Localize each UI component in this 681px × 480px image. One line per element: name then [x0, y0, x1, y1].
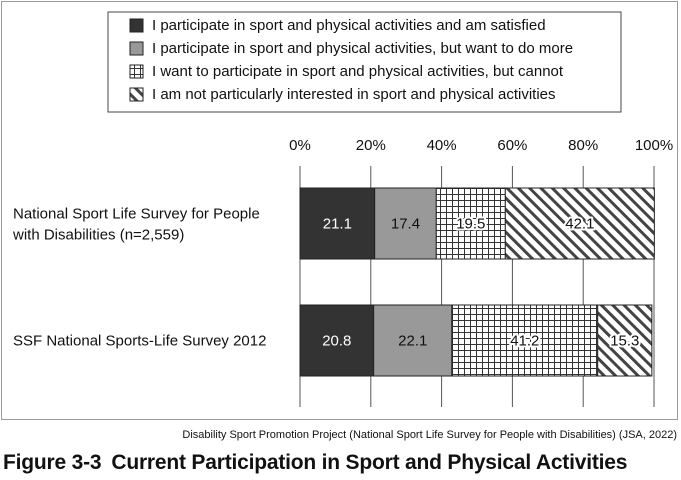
value-label-1-1: 21.1: [323, 216, 352, 233]
value-label-halo-1-3: 19.5: [456, 216, 485, 233]
value-label-2-3: 41.2: [510, 333, 539, 350]
bar-segment-2-3: [451, 304, 599, 377]
tick-label-3: 60%: [497, 137, 527, 154]
category-labels: National Sport Life Survey for People wit…: [12, 206, 266, 350]
stacked-bar-chart: I participate in sport and physical acti…: [12, 11, 673, 407]
bar-segment-2-4: [597, 304, 653, 377]
figure-title: Current Participation in Sport and Physi…: [111, 451, 628, 474]
chart-frame: I participate in sport and physical acti…: [1, 1, 678, 420]
value-label-2-2: 22.1: [398, 333, 427, 350]
bar-segment-1-4: [504, 187, 655, 260]
legend-label-3: I want to participate in sport and physi…: [152, 63, 564, 80]
legend-label-1: I participate in sport and physical acti…: [152, 17, 546, 34]
value-label-halo-2-4: 15.3: [610, 333, 639, 350]
bars: [299, 187, 655, 377]
legend-box: [107, 11, 622, 113]
bar-segment-1-3: [435, 187, 506, 260]
legend-label-4: I am not particularly interested in spor…: [152, 86, 556, 103]
tick-label-2: 40%: [427, 137, 457, 154]
legend-label-2: I participate in sport and physical acti…: [152, 40, 573, 57]
value-label-1-3: 19.5: [456, 216, 485, 233]
axis-ticks: 0% 20% 40% 60% 80% 100%: [289, 137, 673, 154]
legend-swatch-2: [129, 41, 144, 56]
value-label-2-1: 20.8: [322, 333, 351, 350]
tick-label-5: 100%: [635, 137, 673, 154]
value-label-1-4: 42.1: [565, 216, 594, 233]
value-label-1-2: 17.4: [391, 216, 420, 233]
legend: I participate in sport and physical acti…: [107, 11, 622, 113]
figure-caption: Figure 3-3 Current Participation in Sport…: [3, 451, 627, 475]
value-labels: 21.1 17.4 19.519.5 42.142.120.8 22.1 41.241.2…: [322, 214, 641, 352]
value-label-halo-1-4: 42.1: [565, 216, 594, 233]
tick-label-4: 80%: [568, 137, 598, 154]
bar-segment-2-2: [373, 304, 453, 377]
category-label-1-line-2: with Disabilities (n=2,559): [12, 227, 184, 244]
category-label-2-line-1: SSF National Sports-Life Survey 2012: [13, 333, 266, 350]
legend-swatch-4: [129, 87, 144, 102]
tick-label-1: 20%: [356, 137, 386, 154]
legend-swatch-3: [129, 64, 144, 79]
value-label-halo-2-3: 41.2: [510, 333, 539, 350]
bar-segment-2-1: [299, 304, 375, 377]
tick-label-0: 0%: [289, 137, 311, 154]
source-note: Disability Sport Promotion Project (Nati…: [182, 429, 677, 441]
figure-number: Figure 3-3: [3, 451, 102, 474]
category-label-1-line-1: National Sport Life Survey for People: [13, 206, 260, 223]
value-label-2-4: 15.3: [610, 333, 639, 350]
legend-swatch-1: [129, 18, 144, 33]
